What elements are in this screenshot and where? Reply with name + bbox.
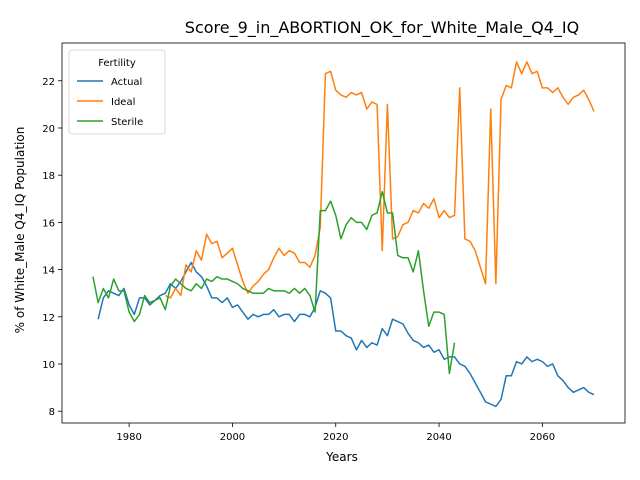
y-tick-label: 12 xyxy=(42,313,55,324)
legend-title: Fertility xyxy=(98,58,136,69)
x-tick-label: 2020 xyxy=(323,432,348,443)
series-layer xyxy=(93,62,594,407)
x-axis-label: Years xyxy=(325,450,358,464)
y-tick-label: 16 xyxy=(42,218,55,229)
y-tick-label: 22 xyxy=(42,77,55,88)
x-axis: 1980 2000 2020 2040 2060 xyxy=(116,423,555,443)
legend: Fertility Actual Ideal Sterile xyxy=(69,50,165,134)
x-tick-label: 2000 xyxy=(220,432,245,443)
y-tick-label: 10 xyxy=(42,360,55,371)
y-tick-label: 18 xyxy=(42,171,55,182)
x-tick-label: 1980 xyxy=(116,432,141,443)
y-tick-label: 8 xyxy=(49,407,55,418)
y-axis: 8 10 12 14 16 18 20 22 xyxy=(42,77,62,418)
series-line-sterile xyxy=(93,192,455,374)
x-tick-label: 2060 xyxy=(530,432,555,443)
chart-title: Score_9_in_ABORTION_OK_for_White_Male_Q4… xyxy=(185,18,579,38)
y-tick-label: 14 xyxy=(42,266,55,277)
legend-label-sterile: Sterile xyxy=(111,117,143,128)
legend-label-ideal: Ideal xyxy=(111,97,135,108)
x-tick-label: 2040 xyxy=(426,432,451,443)
y-tick-label: 20 xyxy=(42,124,55,135)
series-line-ideal xyxy=(165,62,594,298)
legend-label-actual: Actual xyxy=(111,77,142,88)
y-axis-label: % of White_Male Q4_IQ Population xyxy=(13,127,27,334)
